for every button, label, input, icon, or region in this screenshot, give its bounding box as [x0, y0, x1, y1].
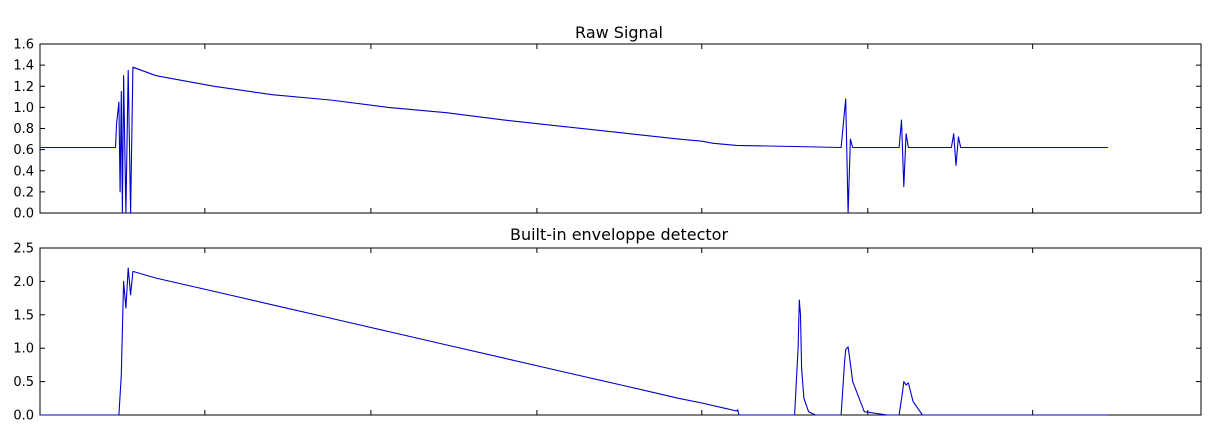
- y-tick-label: 0.0: [13, 207, 34, 222]
- x-ticks: [39, 44, 1202, 213]
- y-tick-label: 2.5: [13, 242, 34, 257]
- y-tick-label: 0.0: [13, 409, 34, 424]
- chart-envelope-detector: Built-in enveloppe detector 0.0 0.5 1.0 1.5…: [13, 225, 1202, 424]
- axes-frame: [39, 247, 1202, 416]
- series-line: [40, 66, 1109, 214]
- y-tick-label: 1.2: [13, 80, 34, 95]
- y-tick-label: 1.5: [13, 308, 34, 323]
- chart-title: Built-in enveloppe detector: [510, 225, 728, 244]
- y-tick-label: 0.4: [13, 164, 34, 179]
- chart-title: Raw Signal: [575, 23, 663, 42]
- y-tick-label: 0.8: [13, 122, 34, 137]
- y-tick-label: 1.0: [13, 342, 34, 357]
- axes-frame: [39, 43, 1202, 214]
- y-tick-label: 1.6: [13, 38, 34, 53]
- y-ticks: 0.0 0.2 0.4 0.6 0.8 1.0 1.2 1.4 1.6: [13, 38, 1201, 222]
- y-tick-label: 2.0: [13, 275, 34, 290]
- series-line: [40, 267, 1109, 416]
- chart-raw-signal: Raw Signal 0.0 0.2 0.4 0.6 0.8 1.0 1.2 1.4 1.6: [13, 23, 1202, 222]
- y-ticks: 0.0 0.5 1.0 1.5 2.0 2.5: [13, 242, 1201, 424]
- y-tick-label: 0.5: [13, 375, 34, 390]
- y-tick-label: 0.6: [13, 143, 34, 158]
- y-tick-label: 0.2: [13, 185, 34, 200]
- x-ticks: [39, 248, 1202, 415]
- y-tick-label: 1.4: [13, 59, 34, 74]
- y-tick-label: 1.0: [13, 101, 34, 116]
